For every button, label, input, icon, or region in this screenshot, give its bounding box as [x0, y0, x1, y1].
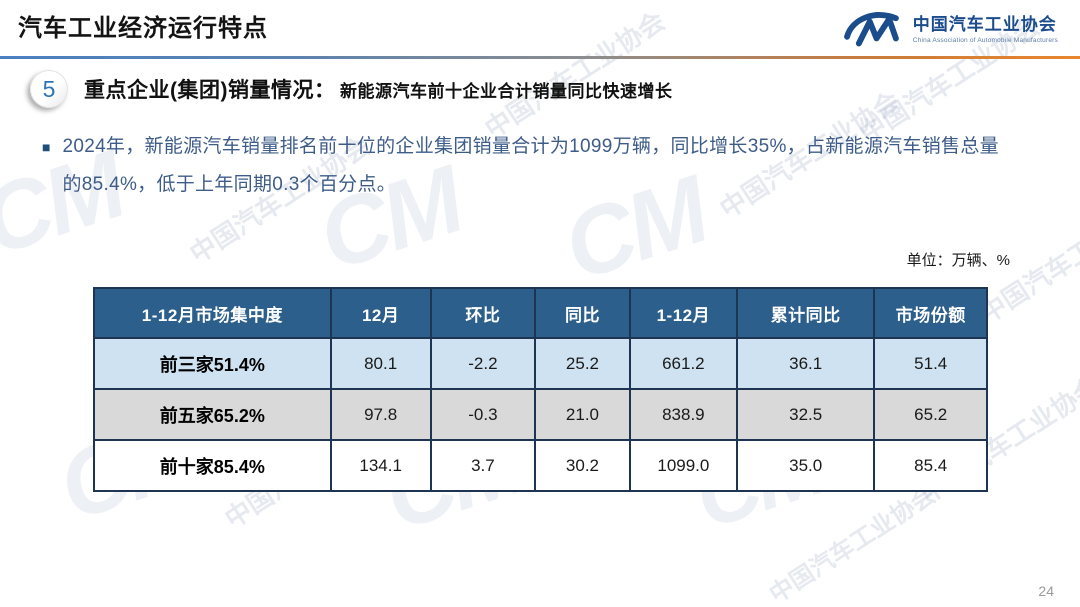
table-cell: 80.1 [329, 337, 432, 390]
table-row: 前十家85.4% 134.1 3.7 30.2 1099.0 35.0 85.4 [93, 439, 988, 492]
logo-name-cn: 中国汽车工业协会 [912, 15, 1057, 35]
caam-logo-text: 中国汽车工业协会 China Association of Automobile… [912, 15, 1058, 44]
table-cell: 97.8 [329, 388, 432, 441]
caam-logo: 中国汽车工业协会 China Association of Automobile… [842, 10, 1058, 50]
header-cell: 累计同比 [735, 287, 876, 339]
table-row: 前三家51.4% 80.1 -2.2 25.2 661.2 36.1 51.4 [93, 337, 988, 390]
table-cell: 32.5 [735, 388, 876, 441]
table-cell: 51.4 [873, 337, 988, 390]
section-heading-main: 重点企业(集团)销量情况： [84, 79, 336, 102]
table-cell: 36.1 [735, 337, 876, 390]
market-concentration-table: 1-12月市场集中度 12月 环比 同比 1-12月 累计同比 市场份额 前三家… [93, 287, 988, 492]
table-cell: 21.0 [534, 388, 631, 441]
header-cell: 同比 [534, 287, 631, 339]
header-cell: 1-12月市场集中度 [93, 287, 332, 339]
title-divider [0, 56, 1080, 59]
table-cell: 661.2 [628, 337, 738, 390]
header-cell: 环比 [429, 287, 537, 339]
bullet-marker: ■ [42, 139, 51, 155]
table-cell: 85.4 [873, 439, 988, 492]
table-cell: 65.2 [873, 388, 988, 441]
header-cell: 市场份额 [873, 287, 988, 339]
table-cell: 35.0 [735, 439, 876, 492]
section-heading-text: 重点企业(集团)销量情况： 新能源汽车前十企业合计销量同比快速增长 [84, 74, 672, 104]
page-title: 汽车工业经济运行特点 [18, 15, 268, 42]
table-cell: 30.2 [534, 439, 631, 492]
row-label: 前五家65.2% [93, 388, 332, 441]
table-cell: 3.7 [429, 439, 537, 492]
table-cell: 838.9 [628, 388, 738, 441]
logo-name-en: China Association of Automobile Manufact… [912, 36, 1058, 44]
header-cell: 12月 [329, 287, 432, 339]
caam-logo-icon [843, 12, 899, 47]
table-cell: 1099.0 [628, 439, 738, 492]
section-heading: 5 重点企业(集团)销量情况： 新能源汽车前十企业合计销量同比快速增长 [30, 70, 672, 108]
bullet-text: 2024年，新能源汽车销量排名前十位的企业集团销量合计为1099万辆，同比增长3… [62, 136, 999, 195]
unit-note: 单位：万辆、% [906, 252, 1010, 269]
table-header-row: 1-12月市场集中度 12月 环比 同比 1-12月 累计同比 市场份额 [93, 287, 988, 339]
table-cell: -0.3 [429, 388, 537, 441]
watermark-text: 中国汽车工业协会 [764, 481, 941, 607]
section-heading-sub: 新能源汽车前十企业合计销量同比快速增长 [339, 82, 673, 101]
header-cell: 1-12月 [628, 287, 738, 339]
table-cell: 25.2 [534, 337, 631, 390]
bullet-block: ■ 2024年，新能源汽车销量排名前十位的企业集团销量合计为1099万辆，同比增… [42, 128, 1017, 204]
page-number: 24 [1038, 583, 1054, 599]
table-row: 前五家65.2% 97.8 -0.3 21.0 838.9 32.5 65.2 [93, 388, 988, 441]
section-number-badge: 5 [30, 70, 68, 108]
table-cell: -2.2 [429, 337, 537, 390]
table-cell: 134.1 [329, 439, 432, 492]
row-label: 前十家85.4% [93, 439, 332, 492]
row-label: 前三家51.4% [93, 337, 332, 390]
